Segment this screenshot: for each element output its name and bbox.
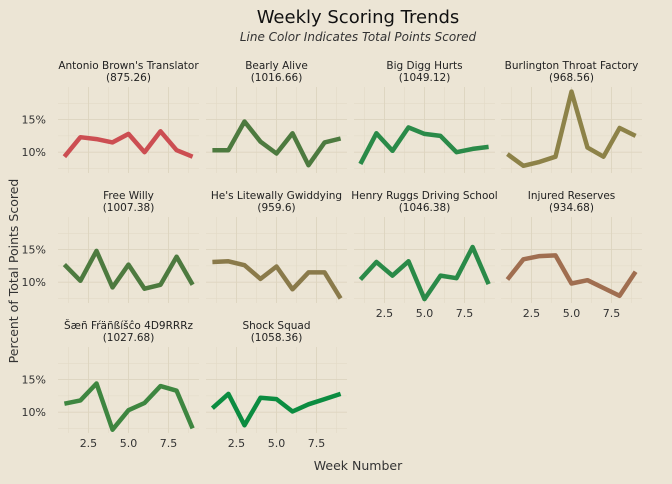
facet-label: Šæñ Fŕäñßíšĉo 4D9RRRz xyxy=(64,319,194,332)
facet-panel: Šæñ Fŕäñßíšĉo 4D9RRRz(1027.68) 10% 15% 2.5 5… xyxy=(22,319,199,450)
facet-total-label: (875.26) xyxy=(106,72,151,84)
facet-label: Antonio Brown's Translator xyxy=(58,60,199,72)
x-tick-label: 2.5 xyxy=(228,437,246,450)
series-line xyxy=(358,125,489,165)
facet-label: Henry Ruggs Driving School xyxy=(351,190,497,202)
x-tick-label: 7.5 xyxy=(603,307,621,320)
facet-panels: Antonio Brown's Translator(875.26) 10% 15%… xyxy=(22,60,642,450)
y-tick-label: 10% xyxy=(22,406,46,419)
facet-panel: Burlington Throat Factory(968.56) xyxy=(501,60,642,173)
chart-title: Weekly Scoring Trends xyxy=(257,7,460,28)
x-tick-label: 5.0 xyxy=(120,437,138,450)
x-tick-label: 5.0 xyxy=(563,307,581,320)
facet-panel: Shock Squad(1058.36) 2.5 5.0 7.5 xyxy=(206,320,347,450)
facet-label: Big Digg Hurts xyxy=(386,60,462,72)
facet-total-label: (1007.38) xyxy=(103,202,155,214)
facet-total-label: (1027.68) xyxy=(103,332,155,344)
series-line xyxy=(62,248,195,291)
facet-total-label: (1058.36) xyxy=(251,332,303,344)
series-line xyxy=(212,259,343,300)
facet-panel: He's Litewally Gwiddying(959.6) xyxy=(206,190,347,303)
facet-panel: Antonio Brown's Translator(875.26) 10% 15% xyxy=(22,60,199,173)
facet-label: Injured Reserves xyxy=(528,190,616,202)
x-tick-label: 7.5 xyxy=(456,307,474,320)
series-line xyxy=(210,391,342,428)
facet-total-label: (1046.38) xyxy=(399,202,451,214)
x-tick-label: 2.5 xyxy=(523,307,541,320)
facet-label: Burlington Throat Factory xyxy=(505,60,639,72)
facet-total-label: (968.56) xyxy=(549,72,594,84)
x-tick-label: 5.0 xyxy=(416,307,434,320)
facet-panel: Big Digg Hurts(1049.12) xyxy=(354,60,495,173)
facet-panel: Free Willy(1007.38) 10% 15% xyxy=(22,190,199,303)
facet-label: Shock Squad xyxy=(242,320,310,332)
facet-panel: Injured Reserves(934.68) 2.5 5.0 7.5 xyxy=(501,190,642,320)
facet-label: Bearly Alive xyxy=(245,60,308,72)
x-tick-label: 2.5 xyxy=(376,307,394,320)
y-tick-label: 10% xyxy=(22,146,46,159)
series-line xyxy=(63,381,195,432)
x-axis-label: Week Number xyxy=(314,458,403,473)
series-line xyxy=(62,129,194,159)
facet-total-label: (1049.12) xyxy=(399,72,451,84)
y-axis-label: Percent of Total Points Scored xyxy=(6,179,21,364)
x-tick-label: 7.5 xyxy=(308,437,326,450)
facet-total-label: (959.6) xyxy=(257,202,295,214)
series-line xyxy=(506,89,637,169)
facet-label: He's Litewally Gwiddying xyxy=(211,190,342,202)
facet-label: Free Willy xyxy=(103,190,154,202)
x-tick-label: 5.0 xyxy=(268,437,286,450)
x-tick-label: 7.5 xyxy=(160,437,178,450)
y-tick-label: 10% xyxy=(22,276,46,289)
series-line xyxy=(358,244,491,302)
x-tick-label: 2.5 xyxy=(80,437,98,450)
series-line xyxy=(212,119,342,168)
facet-total-label: (1016.66) xyxy=(251,72,303,84)
facet-panel: Bearly Alive(1016.66) xyxy=(206,60,347,173)
chart-subtitle: Line Color Indicates Total Points Scored xyxy=(240,30,477,44)
facet-total-label: (934.68) xyxy=(549,202,594,214)
y-tick-label: 15% xyxy=(22,244,46,257)
y-tick-label: 15% xyxy=(22,374,46,387)
facet-panel: Henry Ruggs Driving School(1046.38) 2.5 5.… xyxy=(351,190,497,320)
series-line xyxy=(505,253,638,299)
y-tick-label: 15% xyxy=(22,114,46,127)
